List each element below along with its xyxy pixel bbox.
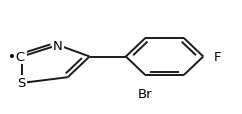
Text: F: F [214,51,221,63]
Text: S: S [18,77,26,90]
Text: Br: Br [138,87,152,100]
Text: N: N [53,39,63,52]
Text: •C: •C [8,51,25,63]
